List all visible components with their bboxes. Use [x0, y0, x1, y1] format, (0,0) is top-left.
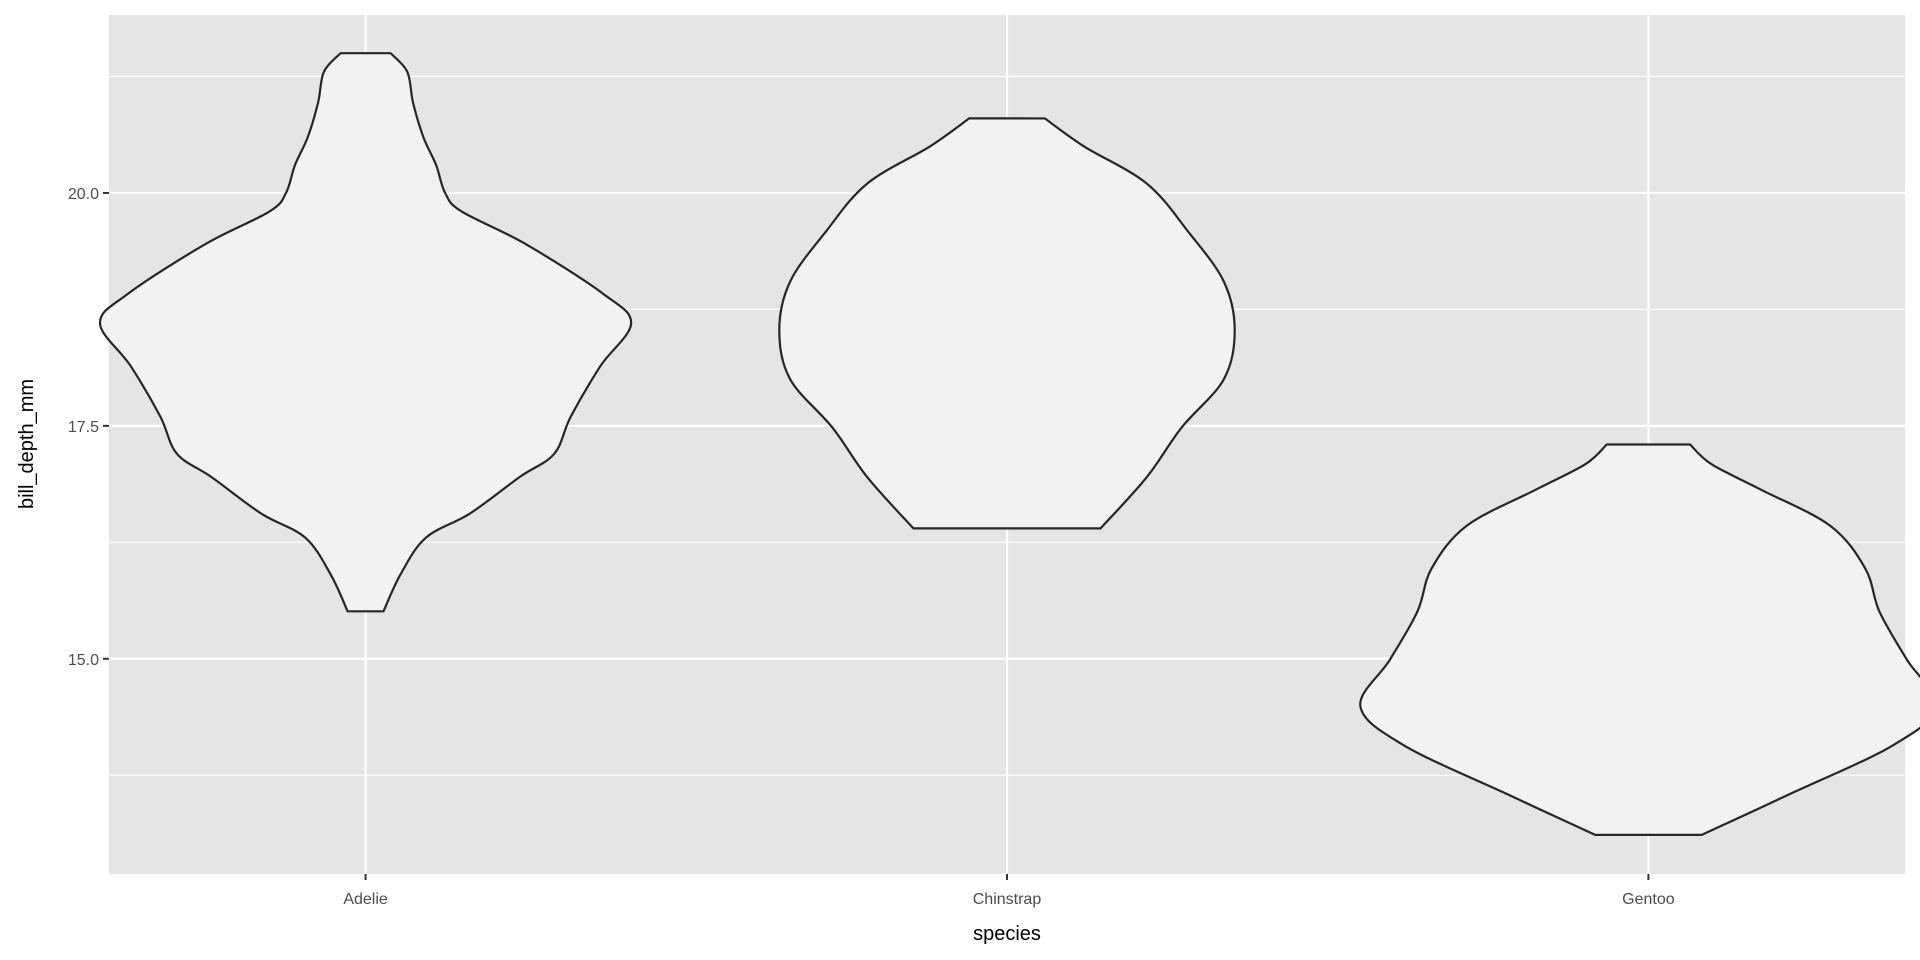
violin-gentoo [1359, 443, 1920, 836]
violin-chinstrap [778, 117, 1236, 530]
x-axis-title: species [973, 923, 1041, 945]
y-tick-label: 15.0 [68, 652, 99, 669]
x-tick-label: Chinstrap [973, 891, 1042, 908]
x-tick-label: Gentoo [1622, 891, 1675, 908]
axes: 15.0 17.5 20.0 Adelie Chinstrap Gentoo [68, 186, 1675, 908]
violin-adelie [98, 52, 633, 613]
x-tick-label: Adelie [343, 891, 388, 908]
y-tick-label: 20.0 [68, 186, 99, 203]
violins [98, 52, 1920, 836]
y-axis-title: bill_depth_mm [16, 379, 38, 509]
y-tick-label: 17.5 [68, 419, 99, 436]
